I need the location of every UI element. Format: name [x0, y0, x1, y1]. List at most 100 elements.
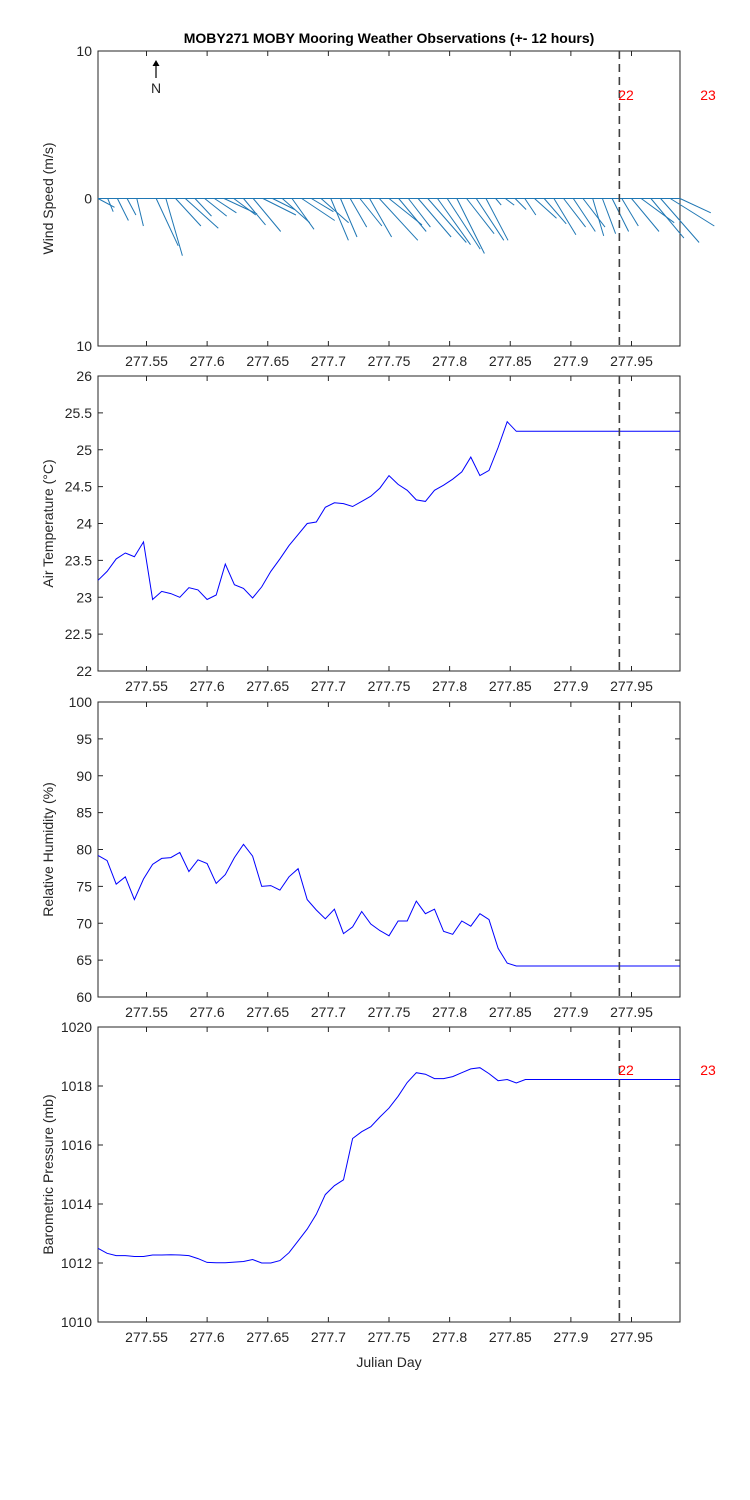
x-tick-label: 277.6 — [190, 678, 225, 694]
x-tick-label: 277.85 — [489, 1329, 532, 1345]
wind-vector — [349, 198, 368, 228]
y-tick-label: 100 — [69, 694, 93, 710]
y-tick-label: 26 — [76, 368, 92, 384]
x-tick-label: 277.6 — [190, 1329, 225, 1345]
wind-vector — [437, 198, 471, 245]
wind-vector — [301, 198, 335, 221]
wind-vector — [204, 198, 228, 217]
wind-vector — [466, 198, 495, 235]
y-axis-label: Wind Speed (m/s) — [40, 142, 56, 254]
wind-vector — [660, 198, 700, 243]
wind-vector — [534, 198, 557, 219]
wind-vector — [291, 198, 315, 230]
wind-vector — [427, 198, 467, 243]
y-tick-label: 25.5 — [65, 405, 92, 421]
wind-vector — [175, 198, 202, 227]
wind-vector — [252, 198, 282, 232]
y-tick-label: 1018 — [61, 1078, 92, 1094]
x-axis-label: Julian Day — [356, 1354, 421, 1370]
x-tick-label: 277.6 — [190, 353, 225, 369]
north-indicator: N — [151, 60, 161, 96]
x-tick-label: 277.95 — [610, 678, 653, 694]
wind-vector — [582, 198, 606, 228]
wind-vector — [214, 198, 237, 214]
wind-vector — [311, 198, 334, 213]
x-tick-label: 277.95 — [610, 1004, 653, 1020]
wind-vector — [369, 198, 393, 238]
x-tick-label: 277.75 — [368, 678, 411, 694]
x-tick-label: 277.7 — [311, 1004, 346, 1020]
wind-vector — [670, 198, 715, 227]
y-tick-label: 65 — [76, 952, 92, 968]
wind-vector — [505, 198, 515, 206]
y-tick-label: 22 — [76, 663, 92, 679]
y-tick-label: 24.5 — [65, 479, 92, 495]
y-tick-label: 75 — [76, 878, 92, 894]
y-tick-label: 1012 — [61, 1255, 92, 1271]
y-tick-label: 10 — [76, 338, 92, 354]
x-tick-label: 277.9 — [553, 353, 588, 369]
x-tick-label: 277.9 — [553, 678, 588, 694]
y-tick-label: 10 — [76, 43, 92, 59]
x-tick-label: 277.85 — [489, 678, 532, 694]
y-tick-label: 70 — [76, 915, 92, 931]
x-tick-label: 277.7 — [311, 678, 346, 694]
relative-humidity-panel: 277.55 277.6 277.65 277.7 277.75 277.8 277.85 2… — [40, 694, 681, 1020]
wind-vector — [621, 198, 639, 227]
x-tick-label: 277.85 — [489, 353, 532, 369]
rh-series-line — [97, 843, 680, 967]
wind-vector — [650, 198, 685, 239]
wind-vector — [398, 198, 427, 232]
wind-vector — [243, 198, 266, 226]
wind-vector — [233, 198, 257, 216]
y-tick-label: 1010 — [61, 1314, 92, 1330]
y-tick-label: 1016 — [61, 1137, 92, 1153]
wind-vector — [281, 198, 311, 224]
air-series-line — [97, 420, 680, 601]
wind-vector — [97, 198, 115, 208]
day-label: 23 — [700, 87, 716, 103]
wind-vector — [262, 198, 297, 216]
wind-vector — [272, 198, 295, 210]
wind-vector — [359, 198, 383, 227]
x-tick-label: 277.75 — [368, 1329, 411, 1345]
wind-vector — [611, 198, 630, 232]
x-tick-label: 277.65 — [246, 353, 289, 369]
y-tick-label: 90 — [76, 768, 92, 784]
wind-vector — [495, 198, 502, 206]
x-tick-label: 277.8 — [432, 678, 467, 694]
wind-vector — [408, 198, 431, 228]
y-axis-label: Barometric Pressure (mb) — [40, 1094, 56, 1254]
x-tick-label: 277.95 — [610, 1329, 653, 1345]
axes-box — [97, 375, 681, 672]
x-tick-label: 277.7 — [311, 1329, 346, 1345]
wind-vector — [592, 198, 605, 237]
wind-vector — [340, 198, 358, 238]
wind-vector — [378, 198, 419, 241]
y-tick-label: 1014 — [61, 1196, 92, 1212]
x-tick-label: 277.8 — [432, 1004, 467, 1020]
day-label: 23 — [700, 1062, 716, 1078]
wind-speed-panel: 277.55 277.6 277.65 277.7 277.75 277.8 277.85 2… — [40, 43, 716, 369]
x-tick-label: 277.95 — [610, 353, 653, 369]
x-tick-label: 277.8 — [432, 1329, 467, 1345]
wind-vector — [553, 198, 577, 236]
x-tick-label: 277.85 — [489, 1004, 532, 1020]
bp-series-line — [97, 1067, 680, 1264]
wind-vector — [155, 198, 179, 247]
wind-vector — [417, 198, 452, 238]
wind-vector — [126, 198, 137, 216]
x-tick-label: 277.55 — [125, 353, 168, 369]
x-tick-label: 277.55 — [125, 678, 168, 694]
wind-vector — [572, 198, 596, 232]
wind-vector — [601, 198, 617, 234]
y-tick-label: 80 — [76, 842, 92, 858]
x-tick-label: 277.55 — [125, 1329, 168, 1345]
y-tick-label: 23 — [76, 589, 92, 605]
x-tick-label: 277.75 — [368, 353, 411, 369]
wind-vector — [631, 198, 660, 232]
x-tick-label: 277.8 — [432, 353, 467, 369]
wind-vector — [320, 198, 349, 224]
wind-vector — [563, 198, 586, 228]
